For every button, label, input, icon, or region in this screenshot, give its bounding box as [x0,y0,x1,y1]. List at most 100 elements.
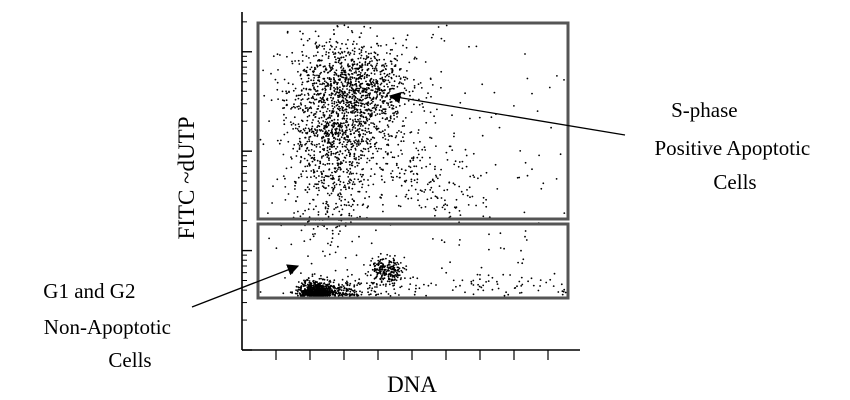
event-point [337,51,340,54]
event-point [372,183,375,186]
event-point [373,277,376,280]
event-point [367,56,370,58]
event-point [388,280,391,283]
event-point [481,134,484,137]
event-point [294,127,297,130]
event-point [413,179,416,182]
event-point [320,179,323,182]
event-point [307,208,310,211]
event-point [331,141,334,144]
event-point [409,94,411,97]
event-point [375,141,378,144]
event-point [299,94,302,97]
event-point [371,65,374,68]
event-point [494,163,497,166]
event-point [263,94,266,97]
event-point [360,120,362,123]
event-point [373,173,376,176]
event-point [291,60,293,63]
event-point [350,107,353,109]
event-point [403,87,406,90]
event-point [396,266,399,269]
event-point [316,193,319,196]
event-point [394,42,397,45]
event-point [375,276,377,279]
event-point [356,284,358,286]
event-point [364,91,367,93]
event-point [369,60,371,63]
event-point [290,123,293,126]
event-point [400,184,403,187]
event-point [339,78,341,80]
event-point [356,114,359,117]
event-point [300,229,303,232]
event-point [499,247,502,249]
event-point [381,112,383,115]
event-point [379,284,382,286]
event-point [335,226,337,229]
event-point [313,156,316,159]
event-point [325,152,328,155]
event-point [322,186,325,189]
event-point [336,103,339,106]
event-point [425,121,428,124]
event-point [333,170,336,173]
event-point [334,291,337,294]
event-point [364,121,366,124]
event-point [338,195,341,198]
event-point [387,275,390,278]
event-point [332,107,335,110]
event-point [402,266,404,269]
event-point [378,120,381,123]
event-point [310,79,312,82]
event-point [316,74,318,77]
event-point [377,293,380,296]
event-point [362,57,365,60]
event-point [309,68,312,71]
event-point [448,181,451,184]
event-point [374,114,377,117]
event-point [333,74,336,76]
event-point [503,247,505,250]
event-point [398,270,400,273]
event-point [356,145,358,148]
event-point [337,119,339,121]
event-point [322,120,325,122]
event-point [346,171,348,174]
event-point [324,121,327,123]
event-point [356,63,359,65]
event-point [392,176,395,179]
event-point [319,64,321,67]
event-point [389,278,391,281]
event-point [364,72,367,74]
event-point [394,254,396,257]
event-point [389,60,392,63]
event-point [337,113,340,115]
lower-gate [256,222,570,300]
event-point [376,59,379,62]
event-point [343,131,345,134]
event-point [285,99,288,102]
event-point [392,275,395,278]
event-point [315,98,318,101]
event-point [398,172,401,175]
event-point [323,182,325,185]
event-point [475,45,478,48]
event-point [398,130,400,132]
event-point [403,103,406,106]
event-point [337,164,340,166]
event-point [307,77,310,80]
event-point [298,125,301,128]
event-point [559,153,562,156]
event-point [339,86,341,89]
event-point [514,287,517,289]
event-point [366,282,368,285]
event-point [366,131,368,134]
event-point [390,274,393,276]
event-point [300,289,302,292]
event-point [313,77,315,79]
event-point [362,147,365,150]
event-point [334,138,337,140]
event-point [430,95,432,98]
